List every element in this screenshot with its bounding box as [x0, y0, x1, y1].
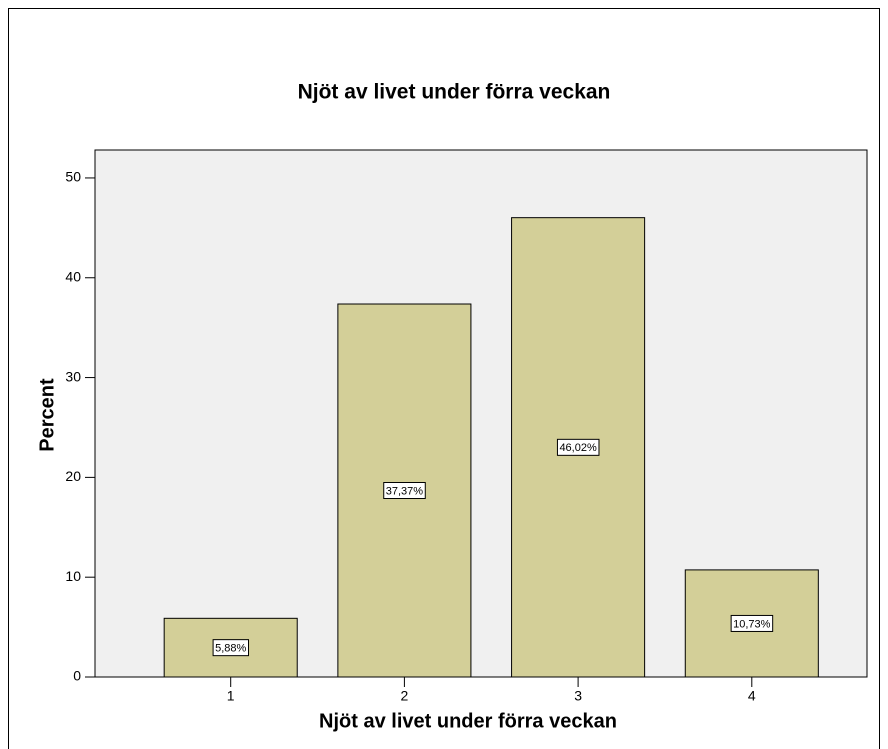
- chart-title: Njöt av livet under förra veckan: [298, 81, 611, 104]
- x-tick-label: 1: [227, 688, 235, 704]
- value-label-box: [383, 482, 426, 500]
- x-tick-label: 2: [401, 688, 409, 704]
- y-axis-title: Percent: [36, 378, 58, 452]
- y-tick-label: 20: [65, 468, 81, 484]
- value-label-box: [212, 639, 250, 657]
- x-tick-label: 4: [748, 688, 756, 704]
- value-label: 37,37%: [386, 485, 424, 497]
- value-label: 46,02%: [559, 442, 597, 454]
- x-tick-label: 3: [574, 688, 582, 704]
- y-tick-label: 10: [65, 568, 81, 584]
- y-tick-label: 30: [65, 368, 81, 384]
- y-tick-label: 50: [65, 169, 81, 185]
- value-label: 5,88%: [215, 643, 246, 655]
- value-label-box: [556, 438, 600, 456]
- y-tick-label: 0: [73, 668, 81, 684]
- y-tick-label: 40: [65, 268, 81, 284]
- value-label: 10,73%: [733, 618, 771, 630]
- value-label-box: [730, 614, 774, 632]
- x-axis-title: Njöt av livet under förra veckan: [319, 710, 617, 732]
